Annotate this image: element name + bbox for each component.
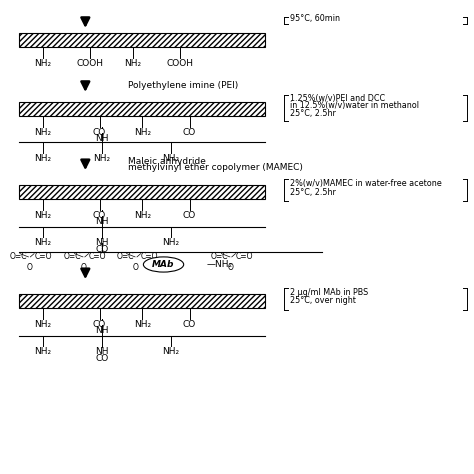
Text: methylvinyl ether copolymer (MAMEC): methylvinyl ether copolymer (MAMEC) xyxy=(128,164,303,172)
Text: O: O xyxy=(81,263,87,272)
Text: 95°C, 60min: 95°C, 60min xyxy=(290,15,340,23)
Text: NH₂: NH₂ xyxy=(34,347,51,356)
Text: 2%(w/v)MAMEC in water-free acetone: 2%(w/v)MAMEC in water-free acetone xyxy=(290,179,442,188)
Text: NH₂: NH₂ xyxy=(124,59,141,68)
Text: in 12.5%(w/v)water in methanol: in 12.5%(w/v)water in methanol xyxy=(290,101,419,110)
Text: NH₂: NH₂ xyxy=(162,238,179,247)
Bar xyxy=(19,185,265,199)
Text: O=C: O=C xyxy=(211,252,228,261)
Bar xyxy=(19,294,265,308)
Bar xyxy=(19,33,265,47)
Text: NH: NH xyxy=(95,238,109,247)
Text: 25°C, 2.5hr: 25°C, 2.5hr xyxy=(290,109,336,118)
Text: NH₂: NH₂ xyxy=(162,154,179,163)
Text: Polyethylene imine (PEI): Polyethylene imine (PEI) xyxy=(128,81,238,90)
Text: C=O: C=O xyxy=(34,252,52,261)
Text: 2 μg/ml MAb in PBS: 2 μg/ml MAb in PBS xyxy=(290,288,368,297)
Text: CO: CO xyxy=(93,211,106,220)
Text: O: O xyxy=(27,263,32,272)
Text: NH: NH xyxy=(95,347,109,356)
Text: NH₂: NH₂ xyxy=(34,59,51,68)
Text: CO: CO xyxy=(183,211,196,220)
Text: 1.25%(w/v)PEI and DCC: 1.25%(w/v)PEI and DCC xyxy=(290,94,385,103)
Text: 25°C, 2.5hr: 25°C, 2.5hr xyxy=(290,188,336,197)
Text: O: O xyxy=(228,263,234,272)
Text: COOH: COOH xyxy=(167,59,193,68)
Text: NH₂: NH₂ xyxy=(34,154,51,163)
Text: NH₂: NH₂ xyxy=(162,347,179,356)
Text: O: O xyxy=(133,263,139,272)
Text: CO: CO xyxy=(183,320,196,329)
Text: MAb: MAb xyxy=(152,260,175,269)
Text: O=C: O=C xyxy=(9,252,27,261)
Text: CO: CO xyxy=(95,245,109,254)
Ellipse shape xyxy=(143,257,184,272)
Text: 25°C, over night: 25°C, over night xyxy=(290,296,356,305)
Text: NH: NH xyxy=(95,134,109,143)
Text: NH₂: NH₂ xyxy=(34,211,51,220)
Bar xyxy=(19,102,265,116)
Text: COOH: COOH xyxy=(77,59,103,68)
Text: NH₂: NH₂ xyxy=(34,238,51,247)
Text: C=O: C=O xyxy=(141,252,158,261)
Text: —NH₂: —NH₂ xyxy=(206,260,232,269)
Text: NH₂: NH₂ xyxy=(134,211,151,220)
Text: C=O: C=O xyxy=(236,252,253,261)
Text: C=O: C=O xyxy=(89,252,106,261)
Text: O=C: O=C xyxy=(64,252,82,261)
Text: NH₂: NH₂ xyxy=(134,128,151,137)
Text: Maleic anhydride: Maleic anhydride xyxy=(128,157,206,165)
Text: NH₂: NH₂ xyxy=(34,320,51,329)
Text: CO: CO xyxy=(93,320,106,329)
Text: NH: NH xyxy=(95,326,109,335)
Text: CO: CO xyxy=(93,128,106,137)
Text: O=C: O=C xyxy=(116,252,134,261)
Text: NH₂: NH₂ xyxy=(134,320,151,329)
Text: CO: CO xyxy=(95,354,109,363)
Text: NH₂: NH₂ xyxy=(93,154,110,163)
Text: NH: NH xyxy=(95,217,109,226)
Text: CO: CO xyxy=(183,128,196,137)
Text: NH₂: NH₂ xyxy=(34,128,51,137)
